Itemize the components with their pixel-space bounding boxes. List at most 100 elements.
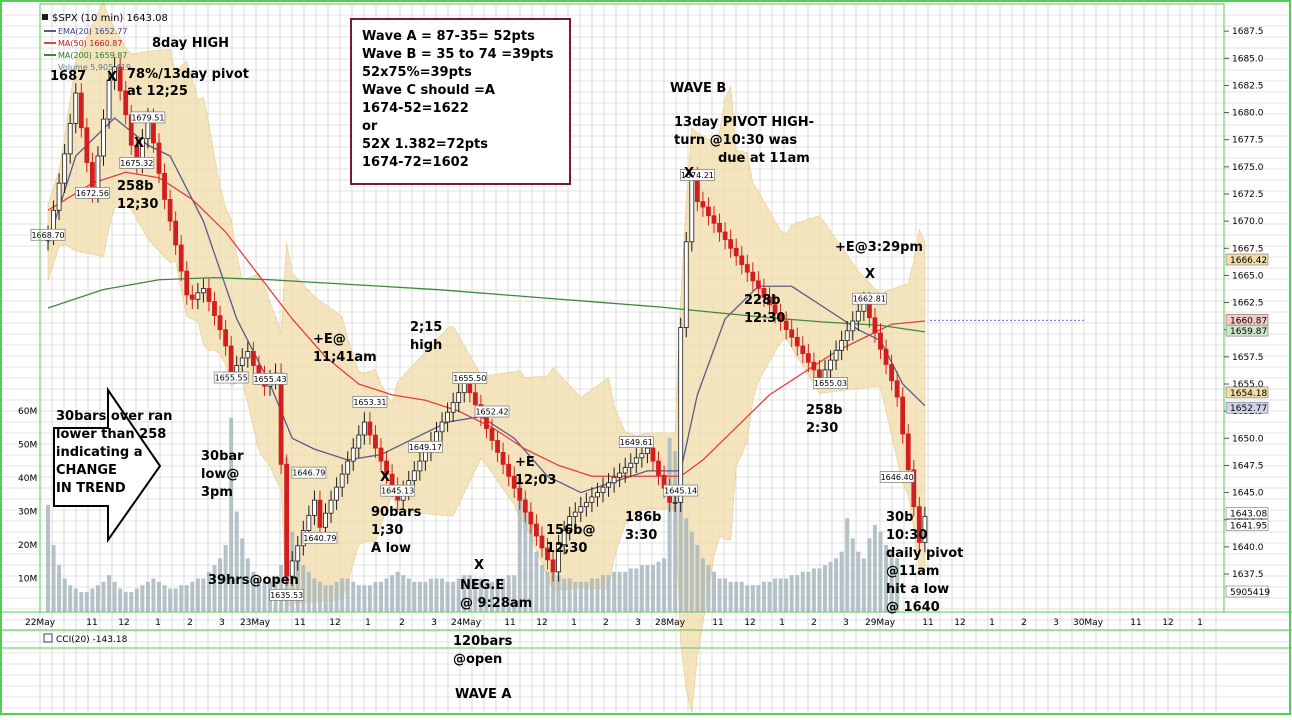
candle-body: [578, 506, 584, 513]
annotation-plus-e: +E: [515, 455, 535, 470]
candle-body: [828, 359, 833, 371]
volume-bar: [134, 588, 139, 612]
volume-bar: [617, 571, 622, 612]
volume-bar: [490, 581, 494, 612]
candle-body: [123, 90, 129, 116]
candle-body: [328, 499, 334, 514]
candle-body: [106, 79, 112, 120]
price-label-box: [408, 440, 443, 453]
volume-bar: [95, 585, 100, 612]
candle-body: [756, 280, 761, 289]
volume-bar: [545, 571, 550, 612]
annotation-at-1225: at 12;25: [127, 84, 188, 99]
volume-bar: [673, 451, 678, 612]
candle-body: [173, 220, 179, 246]
annotation-1687: 1687: [50, 69, 86, 84]
annotation-hit-low: hit a low: [886, 582, 949, 597]
price-label: 1645.14: [664, 487, 697, 496]
x-tick-label: 24May: [451, 618, 482, 628]
volume-bar: [157, 581, 161, 612]
annotation-156b: 156b@: [546, 523, 595, 538]
candle-body: [878, 332, 883, 350]
volume-bar: [556, 575, 561, 612]
volume-bar: [689, 531, 694, 612]
price-label: 1649.17: [409, 443, 442, 452]
volume-bar: [612, 571, 617, 612]
candle-body: [306, 514, 312, 531]
price-label: 1649.61: [620, 438, 653, 447]
volume-bar: [90, 588, 95, 612]
legend-volume: Volume 5,905,419: [58, 63, 131, 72]
candle-body: [345, 460, 351, 475]
annotation-39hrs: 39hrs@open: [208, 573, 299, 588]
wave-box: Wave A = 87-35= 52pts Wave B = 35 to 74 …: [350, 18, 571, 185]
volume-bar: [567, 578, 572, 612]
candle-body: [706, 206, 711, 217]
volume-bar: [162, 585, 167, 612]
price-label: 1672.56: [76, 189, 109, 198]
candle-body: [78, 92, 84, 129]
candle-body: [628, 462, 634, 468]
volume-bar: [784, 578, 789, 612]
annotation-230: 2:30: [806, 421, 838, 436]
candle-body: [456, 392, 462, 403]
candle-body: [356, 434, 362, 449]
price-label: 1635.53: [270, 591, 303, 600]
volume-tick-label: 10M: [18, 575, 37, 585]
candle-body: [162, 172, 167, 200]
volume-axis: 60M 50M 40M 30M 20M 10M: [18, 407, 37, 585]
candle-body: [217, 315, 223, 331]
volume-bar: [367, 585, 372, 612]
volume-bar: [889, 551, 894, 612]
volume-bar: [279, 565, 284, 612]
volume-bar: [329, 585, 334, 612]
candle-body: [561, 530, 567, 546]
candle-body: [156, 142, 162, 174]
price-label: 1655.43: [253, 375, 286, 384]
volume-bar: [379, 581, 383, 612]
right-price-box: [1225, 507, 1269, 519]
x-mark: X: [134, 136, 144, 151]
volume-bar: [895, 558, 900, 612]
candle-body: [461, 382, 467, 394]
volume-bar: [806, 571, 811, 612]
volume-bar: [101, 581, 106, 612]
volume-bar: [578, 581, 583, 612]
candle-body: [378, 447, 384, 462]
x-axis: 22May 11 12 1 2 3 23May 11 12 1 2 3 24May 11 12 1 2 3 28Ma…: [25, 618, 1203, 628]
price-label: 1655.03: [814, 379, 847, 388]
candle-body: [817, 369, 822, 379]
candle-body: [883, 348, 889, 365]
volume-bar: [512, 575, 517, 612]
candle-body: [467, 382, 473, 394]
candle-body: [911, 469, 917, 508]
volume-bar: [201, 578, 206, 612]
legend-ma50: MA(50) 1660.87: [58, 39, 122, 48]
volume-bar: [223, 545, 228, 612]
candle-body: [484, 416, 489, 429]
volume-bar: [728, 581, 733, 612]
candle-body: [189, 294, 195, 300]
price-label-box: [679, 169, 715, 181]
annotation-low-at: low@: [201, 467, 239, 482]
candle-body: [184, 270, 190, 296]
x-tick-label: 29May: [865, 618, 896, 628]
volume-bar: [723, 578, 728, 612]
candle-body: [900, 396, 906, 435]
price-label-box: [252, 372, 288, 385]
x-tick-label: 3: [635, 618, 641, 628]
volume-bar: [517, 478, 522, 612]
candle-body: [112, 66, 117, 81]
candle-body: [617, 472, 623, 478]
volume-bar: [656, 561, 661, 612]
volume-bar: [606, 575, 611, 612]
volume-bar: [112, 581, 117, 612]
y-tick-label: 1680.0: [1232, 109, 1264, 119]
volume-bar: [478, 578, 483, 612]
volume-bar: [662, 558, 667, 612]
annotation-wave-b: WAVE B: [670, 81, 726, 96]
volume-bar: [118, 588, 123, 612]
candle-body: [528, 511, 534, 525]
candle-body: [922, 516, 928, 543]
x-tick-label: 12: [536, 618, 547, 628]
